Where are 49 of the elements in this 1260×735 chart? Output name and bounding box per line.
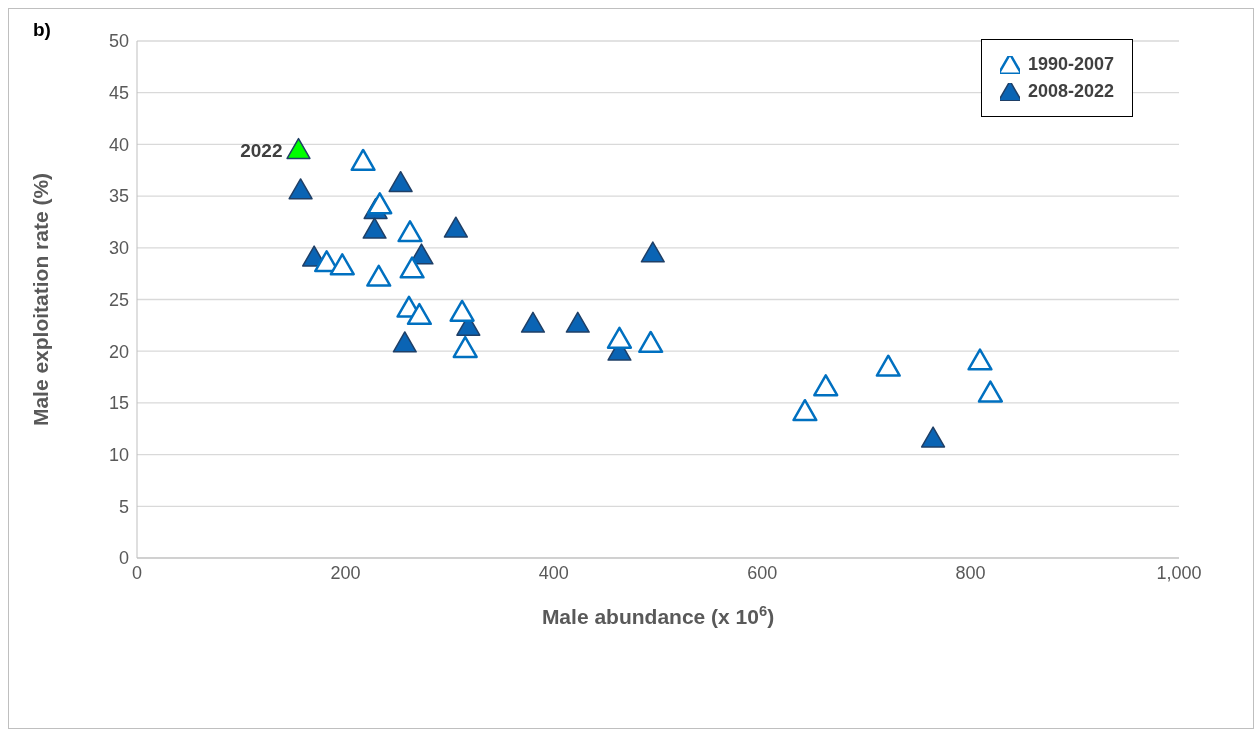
- y-tick-label: 10: [108, 444, 129, 465]
- y-tick-label: 0: [118, 548, 129, 569]
- point: [920, 426, 946, 448]
- point: [399, 256, 425, 279]
- point: [449, 299, 475, 322]
- y-tick-label: 5: [118, 496, 129, 517]
- point: [288, 178, 313, 200]
- legend-label: 2008-2022: [1027, 81, 1114, 102]
- chart-title: b): [33, 19, 51, 41]
- point: [392, 331, 417, 353]
- point: [792, 398, 818, 422]
- point: [406, 302, 433, 326]
- y-tick-label: 40: [108, 134, 129, 155]
- y-tick-label: 35: [108, 186, 129, 207]
- point: [977, 380, 1004, 403]
- y-tick-label: 45: [108, 83, 129, 104]
- point: [875, 354, 901, 377]
- y-tick-label: 25: [108, 289, 129, 310]
- point: [452, 335, 478, 359]
- point: [565, 311, 590, 333]
- point: [329, 253, 355, 276]
- point: [362, 217, 387, 239]
- point: [967, 348, 993, 371]
- y-tick-label: 20: [108, 341, 129, 362]
- x-tick-label: 0: [131, 562, 143, 583]
- point: [640, 241, 665, 263]
- annotation: 2022: [240, 140, 283, 162]
- y-tick-label: 50: [108, 31, 129, 52]
- point: [366, 264, 392, 287]
- point: [286, 137, 311, 160]
- point: [397, 220, 423, 243]
- point: [520, 311, 546, 333]
- point: [388, 170, 413, 193]
- legend-label: 1990-2007: [1027, 54, 1114, 75]
- point: [606, 326, 633, 349]
- x-axis-title: Male abundance (x 10$^{6}$): [541, 603, 775, 628]
- point: [350, 148, 376, 172]
- y-tick-label: 15: [108, 393, 129, 414]
- point: [367, 192, 393, 215]
- y-axis-title: Male exploitation rate (%): [29, 172, 53, 427]
- x-tick-label: 600: [747, 562, 778, 583]
- x-tick-label: 200: [330, 562, 361, 583]
- point: [813, 374, 839, 397]
- point: [638, 330, 664, 354]
- point: [443, 216, 468, 238]
- x-tick-label: 1,000: [1156, 562, 1202, 583]
- x-tick-label: 400: [538, 562, 569, 583]
- x-tick-label: 800: [955, 562, 986, 583]
- y-tick-label: 30: [108, 238, 129, 259]
